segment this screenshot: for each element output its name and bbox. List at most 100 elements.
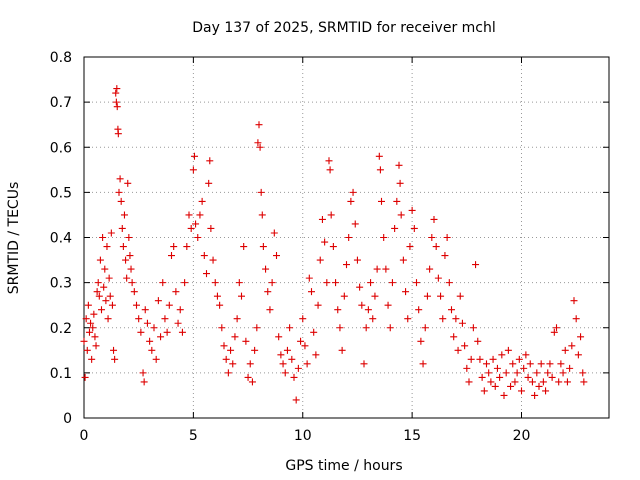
data-point <box>203 270 210 278</box>
data-point <box>297 337 305 345</box>
data-point <box>332 279 340 287</box>
data-point <box>303 360 311 368</box>
data-point <box>107 229 115 237</box>
data-point <box>393 197 401 205</box>
y-tick-label: 0 <box>63 411 72 427</box>
data-point <box>185 211 193 219</box>
data-point <box>112 98 120 106</box>
data-point <box>498 351 506 359</box>
data-point <box>189 166 197 174</box>
data-point <box>524 373 532 381</box>
data-point <box>577 333 585 341</box>
data-point <box>570 297 578 305</box>
data-point <box>343 261 350 269</box>
data-point <box>301 342 309 350</box>
data-point <box>187 224 195 232</box>
data-point <box>288 355 296 363</box>
x-tick-label: 20 <box>513 428 531 444</box>
data-point <box>103 243 111 251</box>
data-point <box>80 337 88 345</box>
data-point <box>308 288 315 296</box>
data-point <box>485 369 493 377</box>
data-point <box>213 292 221 300</box>
data-point <box>117 197 125 205</box>
data-point <box>399 256 407 264</box>
data-point <box>292 396 300 404</box>
data-point <box>194 234 202 241</box>
data-point <box>555 378 563 386</box>
data-point <box>126 252 134 260</box>
data-point <box>240 243 248 251</box>
data-point <box>511 378 519 386</box>
data-point <box>123 274 131 282</box>
data-point <box>181 279 189 287</box>
data-point <box>141 306 149 314</box>
data-points <box>80 85 588 404</box>
data-point <box>574 351 582 359</box>
chart-title: Day 137 of 2025, SRMTID for receiver mch… <box>192 20 496 36</box>
data-point <box>509 360 517 368</box>
data-point <box>281 369 289 377</box>
data-point <box>528 378 536 386</box>
data-point <box>450 333 458 341</box>
data-point <box>118 224 126 232</box>
data-point <box>561 346 569 354</box>
data-point <box>268 279 276 287</box>
y-axis-ticks: 0 0.1 0.2 0.3 0.4 0.5 0.6 0.7 0.8 <box>50 50 609 427</box>
data-point <box>539 378 547 386</box>
data-point <box>88 355 96 363</box>
data-point <box>367 279 375 287</box>
data-point <box>380 234 388 241</box>
data-point <box>338 346 346 354</box>
data-point <box>104 315 112 323</box>
data-point <box>391 224 399 232</box>
data-point <box>275 333 283 341</box>
data-point <box>82 315 90 323</box>
data-point <box>130 288 138 296</box>
data-point <box>224 369 232 377</box>
y-tick-label: 0.1 <box>50 366 72 382</box>
data-point <box>264 288 272 296</box>
x-tick-label: 15 <box>403 428 421 444</box>
data-point <box>140 378 148 386</box>
data-point <box>559 369 567 377</box>
data-point <box>305 274 313 282</box>
data-point <box>463 364 471 372</box>
data-point <box>161 315 169 323</box>
data-point <box>483 360 490 368</box>
data-point <box>349 188 357 196</box>
data-point <box>579 369 587 377</box>
data-point <box>119 243 127 251</box>
data-point <box>312 351 320 359</box>
data-point <box>430 215 438 223</box>
data-point <box>270 229 278 237</box>
data-point <box>279 360 287 368</box>
data-point <box>351 220 359 228</box>
data-point <box>356 283 364 291</box>
data-point <box>413 279 420 287</box>
data-point <box>542 387 550 395</box>
data-point <box>572 315 580 323</box>
data-point <box>120 211 128 219</box>
data-point <box>157 333 165 341</box>
data-point <box>172 288 180 296</box>
data-point <box>537 360 545 368</box>
y-tick-label: 0.5 <box>50 185 72 201</box>
data-point <box>255 121 263 129</box>
data-point <box>531 391 539 399</box>
data-point <box>110 346 118 354</box>
data-point <box>102 297 110 305</box>
y-tick-label: 0.3 <box>50 276 72 292</box>
data-point <box>100 283 108 291</box>
data-point <box>111 355 119 363</box>
data-point <box>259 243 267 251</box>
data-point <box>557 360 565 368</box>
data-point <box>206 157 214 165</box>
data-point <box>183 243 191 251</box>
data-point <box>143 319 151 327</box>
data-point <box>205 179 213 187</box>
data-point <box>437 292 445 300</box>
data-point <box>493 364 501 372</box>
data-point <box>93 288 101 296</box>
data-point <box>323 279 331 287</box>
